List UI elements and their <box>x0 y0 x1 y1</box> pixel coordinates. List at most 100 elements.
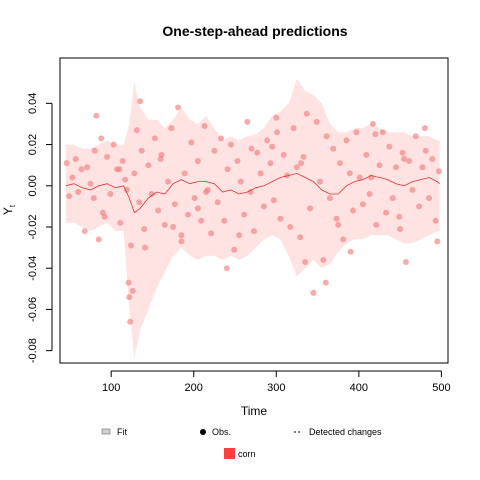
data-point <box>95 236 102 243</box>
data-point <box>78 166 85 173</box>
data-point <box>406 158 413 164</box>
data-point <box>131 170 138 177</box>
data-point <box>393 164 399 171</box>
data-point <box>110 141 117 148</box>
data-point <box>178 232 185 239</box>
data-point <box>234 158 241 164</box>
data-point <box>303 110 310 117</box>
data-point <box>317 178 323 185</box>
data-point <box>280 151 287 158</box>
data-point <box>203 189 210 195</box>
data-point <box>320 257 327 263</box>
data-point <box>133 127 140 134</box>
data-point <box>402 259 409 265</box>
legend-obs-label: Obs. <box>212 427 231 437</box>
legend-entry-obs: Obs. <box>200 427 231 437</box>
data-point <box>379 129 386 136</box>
data-point <box>257 170 264 177</box>
data-point <box>168 125 175 132</box>
legend: Fit Obs. Detected changes corn <box>101 427 382 459</box>
data-point <box>171 201 178 208</box>
data-point <box>69 174 76 181</box>
data-point <box>397 226 404 232</box>
data-point <box>346 170 353 177</box>
data-point <box>274 129 281 136</box>
data-point <box>181 170 188 177</box>
data-point <box>138 147 145 154</box>
y-axis: -0.08 -0.06 -0.04 -0.02 0.00 0.02 0.04 <box>27 93 53 363</box>
data-point <box>340 236 347 243</box>
data-point <box>185 211 191 218</box>
y-tick-label: -0.02 <box>27 214 39 239</box>
data-point <box>260 203 267 210</box>
data-point <box>194 158 201 164</box>
data-point <box>63 160 70 167</box>
legend-changes-label: Detected changes <box>309 427 382 437</box>
data-point <box>247 189 254 195</box>
data-point <box>373 221 380 228</box>
data-point <box>310 289 317 296</box>
x-tick-label: 300 <box>267 382 285 394</box>
data-point <box>293 164 300 171</box>
data-point <box>363 151 370 158</box>
data-point <box>383 209 390 216</box>
data-point <box>188 139 195 146</box>
legend-obs-dot <box>200 429 206 435</box>
data-point <box>287 224 294 230</box>
fit-line <box>65 172 440 214</box>
data-point <box>155 207 162 214</box>
data-point <box>119 158 126 164</box>
data-point <box>137 98 144 105</box>
data-point <box>72 156 79 162</box>
data-point <box>227 141 234 148</box>
data-point <box>369 120 376 127</box>
data-point <box>322 279 329 286</box>
data-point <box>117 219 124 226</box>
data-point <box>269 143 276 150</box>
legend-series-corn: corn <box>224 448 256 459</box>
data-point <box>422 147 429 154</box>
data-point <box>237 178 244 185</box>
data-point <box>416 203 423 210</box>
data-point <box>343 137 350 144</box>
data-point <box>191 195 198 202</box>
data-point <box>218 135 224 142</box>
data-point <box>267 160 274 167</box>
y-tick-label: 0.02 <box>27 134 39 155</box>
data-point <box>87 180 94 187</box>
data-point <box>277 215 284 222</box>
data-point <box>236 232 243 239</box>
legend-corn-label: corn <box>238 449 256 459</box>
data-point <box>350 207 357 214</box>
data-point <box>372 131 379 138</box>
data-point <box>353 129 360 136</box>
data-point <box>198 217 205 224</box>
data-point <box>208 230 215 237</box>
data-point <box>93 112 100 119</box>
data-point <box>302 259 309 265</box>
data-point <box>81 228 88 235</box>
data-point <box>297 234 304 241</box>
data-point <box>136 199 143 206</box>
x-tick-label: 100 <box>102 382 120 394</box>
data-point <box>435 168 442 175</box>
legend-fit-label: Fit <box>117 427 127 437</box>
data-point <box>142 244 148 251</box>
data-point <box>223 265 230 272</box>
data-point <box>178 238 185 245</box>
data-point <box>356 174 363 181</box>
data-point <box>264 137 271 144</box>
data-point <box>151 135 158 142</box>
data-point <box>248 145 255 152</box>
data-point <box>126 294 133 301</box>
chart-title: One-step-ahead predictions <box>162 23 347 39</box>
data-point <box>421 125 428 132</box>
data-point <box>376 162 383 169</box>
y-tick-label: -0.08 <box>27 338 39 363</box>
data-point <box>241 211 248 218</box>
data-point <box>91 147 98 154</box>
data-point <box>84 164 91 171</box>
data-point <box>123 186 130 193</box>
fit-band-layer <box>65 78 440 359</box>
data-point <box>122 176 129 183</box>
